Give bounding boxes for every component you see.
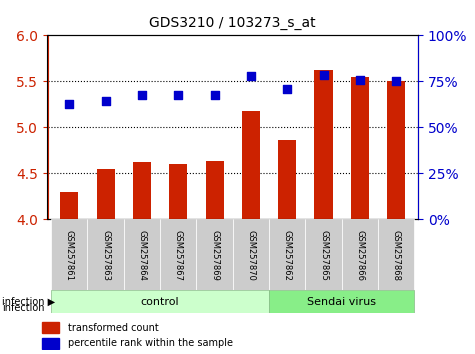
Text: GSM257864: GSM257864 xyxy=(137,230,146,281)
FancyBboxPatch shape xyxy=(197,219,233,290)
Text: GSM257866: GSM257866 xyxy=(355,230,364,281)
FancyBboxPatch shape xyxy=(269,290,414,313)
Point xyxy=(66,102,73,107)
Bar xyxy=(351,77,369,219)
FancyBboxPatch shape xyxy=(269,219,305,290)
FancyBboxPatch shape xyxy=(87,219,124,290)
Text: GSM257862: GSM257862 xyxy=(283,230,292,281)
Title: GDS3210 / 103273_s_at: GDS3210 / 103273_s_at xyxy=(150,16,316,30)
Point xyxy=(211,92,218,98)
FancyBboxPatch shape xyxy=(305,219,342,290)
Bar xyxy=(133,162,151,219)
Text: GSM257869: GSM257869 xyxy=(210,230,219,281)
Bar xyxy=(242,111,260,219)
FancyBboxPatch shape xyxy=(160,219,197,290)
Text: GSM257863: GSM257863 xyxy=(101,230,110,281)
Text: percentile rank within the sample: percentile rank within the sample xyxy=(68,338,233,348)
Point xyxy=(174,92,182,98)
Point xyxy=(320,72,327,78)
Text: GSM257861: GSM257861 xyxy=(65,230,74,281)
Bar xyxy=(169,164,187,219)
Point xyxy=(284,86,291,92)
Point xyxy=(138,92,146,98)
FancyBboxPatch shape xyxy=(342,219,378,290)
Bar xyxy=(278,140,296,219)
Bar xyxy=(96,169,114,219)
Text: infection ▶: infection ▶ xyxy=(2,297,56,307)
Text: GSM257870: GSM257870 xyxy=(247,230,256,281)
Text: GSM257867: GSM257867 xyxy=(174,230,183,281)
Point xyxy=(356,77,364,82)
Bar xyxy=(42,338,59,349)
Text: transformed count: transformed count xyxy=(68,322,159,332)
Text: GSM257865: GSM257865 xyxy=(319,230,328,281)
Bar xyxy=(60,192,78,219)
Point xyxy=(247,73,255,79)
Point xyxy=(392,79,400,84)
FancyBboxPatch shape xyxy=(124,219,160,290)
Text: GSM257868: GSM257868 xyxy=(392,230,401,281)
Text: control: control xyxy=(141,297,180,307)
FancyBboxPatch shape xyxy=(233,219,269,290)
Point xyxy=(102,98,109,104)
Text: infection: infection xyxy=(2,303,45,313)
FancyBboxPatch shape xyxy=(51,290,269,313)
Bar xyxy=(206,161,224,219)
FancyBboxPatch shape xyxy=(378,219,414,290)
Text: Sendai virus: Sendai virus xyxy=(307,297,376,307)
Bar xyxy=(314,70,332,219)
FancyBboxPatch shape xyxy=(51,219,87,290)
Bar xyxy=(42,322,59,333)
Bar xyxy=(387,81,405,219)
